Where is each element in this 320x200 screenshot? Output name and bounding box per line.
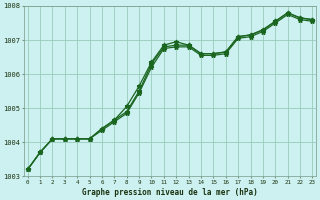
X-axis label: Graphe pression niveau de la mer (hPa): Graphe pression niveau de la mer (hPa) (82, 188, 258, 197)
